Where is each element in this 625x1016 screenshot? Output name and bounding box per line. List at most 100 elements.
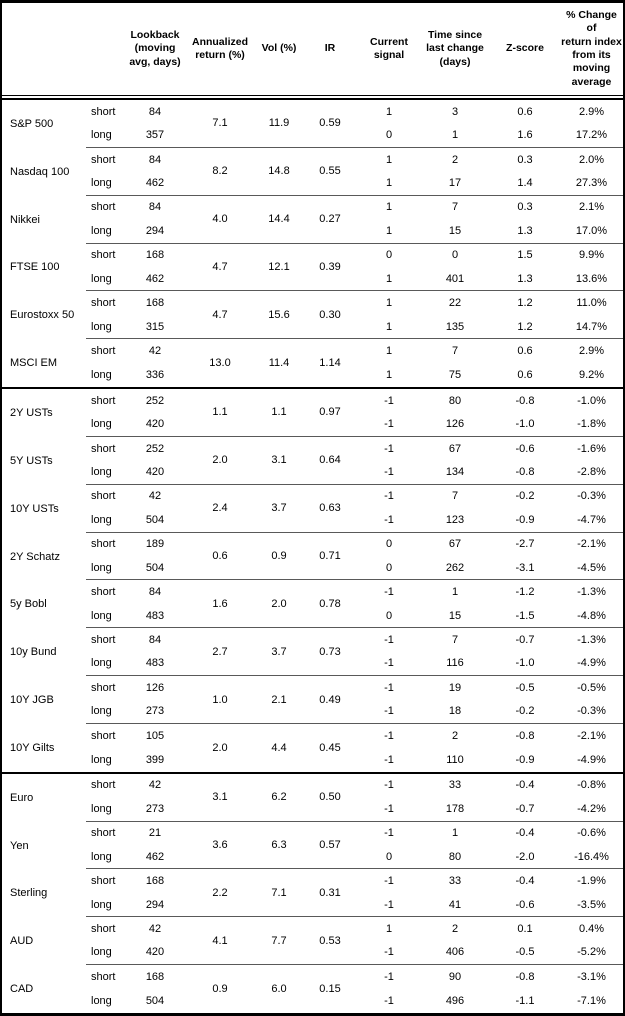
vol-value: 3.7 <box>271 645 287 658</box>
asset-name: AUD <box>10 935 34 948</box>
leg-label-long: long <box>91 418 112 431</box>
asset-name: 10Y JGB <box>10 694 54 707</box>
lookback-value: 84 <box>148 153 162 166</box>
header-z-score: Z-score <box>506 42 544 55</box>
asset-values: short 126 -1 19 -0.5 -0.5% 1.0 2.1 0.49 long 273 -1… <box>86 676 623 724</box>
time-since-value: 401 <box>445 272 465 285</box>
pct-change-value: 2.0% <box>578 153 605 166</box>
z-score-value: -1.1 <box>515 995 535 1008</box>
annualized-return-value: 1.6 <box>212 597 228 610</box>
current-signal-value: -1 <box>384 779 394 792</box>
current-signal-value: -1 <box>384 946 394 959</box>
asset-values: short 84 1 3 0.6 2.9% 7.1 11.9 0.59 long 357 0 1 1.6 1… <box>86 100 623 148</box>
z-score-value: 0.1 <box>517 923 533 936</box>
vol-value: 6.0 <box>271 983 287 996</box>
current-signal-value: 0 <box>385 850 393 863</box>
ir-value: 0.78 <box>319 597 341 610</box>
lookback-value: 42 <box>148 490 162 503</box>
current-signal-value: -1 <box>384 418 394 431</box>
pct-change-value: 14.7% <box>575 320 608 333</box>
lookback-value: 21 <box>148 827 162 840</box>
header-time-since: Time since last change (days) <box>426 28 484 68</box>
table-row-group: 10Y JGB short 126 -1 19 -0.5 -0.5% 1.0 2.1 0.49 lo… <box>2 676 623 724</box>
annualized-return-value: 4.7 <box>212 260 228 273</box>
leg-label-short: short <box>91 633 116 646</box>
pct-change-value: 9.9% <box>578 249 605 262</box>
ir-value: 0.55 <box>319 165 341 178</box>
lookback-value: 42 <box>148 345 162 358</box>
asset-values: short 84 1 7 0.3 2.1% 4.0 14.4 0.27 long 294 1 15 1.3… <box>86 196 623 244</box>
lookback-value: 84 <box>148 633 162 646</box>
time-since-value: 1 <box>451 827 459 840</box>
time-since-value: 110 <box>446 753 464 766</box>
leg-label-short: short <box>91 779 116 792</box>
section-equities: S&P 500 short 84 1 3 0.6 2.9% 7.1 11.9 0.59 long 35… <box>2 100 623 390</box>
pct-change-value: 27.3% <box>575 176 608 189</box>
table-row-group: 2Y USTs short 252 -1 80 -0.8 -1.0% 1.1 1.1 0.97 lo… <box>2 389 623 437</box>
time-since-value: 22 <box>448 297 462 310</box>
z-score-value: -2.7 <box>515 538 535 551</box>
annualized-return-value: 4.0 <box>212 213 228 226</box>
z-score-value: 1.4 <box>517 176 533 189</box>
current-signal-value: 0 <box>385 561 393 574</box>
ir-value: 1.14 <box>319 357 341 370</box>
vol-value: 3.7 <box>271 502 287 515</box>
pct-change-value: -1.9% <box>577 875 606 888</box>
leg-label-long: long <box>91 753 112 766</box>
table-row-group: 5y Bobl short 84 -1 1 -1.2 -1.3% 1.6 2.0 0.78 long… <box>2 580 623 629</box>
pct-change-value: -0.6% <box>577 827 606 840</box>
vol-value: 12.1 <box>268 260 290 273</box>
lookback-value: 105 <box>145 729 165 742</box>
ir-value: 0.73 <box>319 645 341 658</box>
asset-name: MSCI EM <box>10 357 58 370</box>
asset-values: short 168 -1 90 -0.8 -3.1% 0.9 6.0 0.15 long 504 -1… <box>86 965 623 1013</box>
pct-change-value: 11.0% <box>576 297 607 310</box>
header-current-signal: Current signal <box>370 35 408 61</box>
current-signal-value: 1 <box>385 153 393 166</box>
z-score-value: -0.6 <box>515 442 535 455</box>
lookback-value: 462 <box>145 272 165 285</box>
pct-change-value: -1.3% <box>577 586 606 599</box>
time-since-value: 126 <box>445 418 465 431</box>
annualized-return-value: 3.6 <box>212 839 228 852</box>
pct-change-value: -1.3% <box>577 633 606 646</box>
asset-name: 5y Bobl <box>10 598 47 611</box>
z-score-value: -0.5 <box>515 681 535 694</box>
ir-value: 0.31 <box>319 886 341 899</box>
vol-value: 1.1 <box>271 406 287 419</box>
asset-values: short 189 0 67 -2.7 -2.1% 0.6 0.9 0.71 long 504 0 26… <box>86 533 623 581</box>
table-header-row: Lookback (moving avg, days) Annualized r… <box>2 3 623 95</box>
lookback-value: 42 <box>148 779 162 792</box>
current-signal-value: 0 <box>385 609 393 622</box>
asset-values: short 42 1 2 0.1 0.4% 4.1 7.7 0.53 long 420 -1 406 -0… <box>86 917 623 966</box>
asset-values: short 168 1 22 1.2 11.0% 4.7 15.6 0.30 long 315 1 13… <box>86 291 623 340</box>
lookback-value: 84 <box>148 201 162 214</box>
z-score-value: -0.8 <box>515 466 535 479</box>
pct-change-value: -2.1% <box>577 538 606 551</box>
asset-values: short 105 -1 2 -0.8 -2.1% 2.0 4.4 0.45 long 399 -1 1… <box>86 724 623 772</box>
leg-label-short: short <box>91 538 116 551</box>
leg-label-short: short <box>91 923 116 936</box>
leg-label-short: short <box>91 442 116 455</box>
leg-label-long: long <box>91 272 112 285</box>
lookback-value: 168 <box>145 297 165 310</box>
lookback-value: 483 <box>145 609 165 622</box>
current-signal-value: -1 <box>384 753 394 766</box>
asset-values: short 252 -1 67 -0.6 -1.6% 2.0 3.1 0.64 long 420 -1… <box>86 437 623 485</box>
lookback-value: 336 <box>145 369 165 382</box>
lookback-value: 168 <box>145 875 165 888</box>
current-signal-value: 1 <box>385 345 393 358</box>
vol-value: 14.4 <box>268 213 290 226</box>
z-score-value: -0.5 <box>515 946 535 959</box>
ir-value: 0.71 <box>319 550 341 562</box>
leg-label-long: long <box>91 898 112 911</box>
current-signal-value: -1 <box>384 442 394 455</box>
table-row-group: 5Y USTs short 252 -1 67 -0.6 -1.6% 2.0 3.1 0.64 lo… <box>2 437 623 485</box>
time-since-value: 406 <box>445 946 465 959</box>
time-since-value: 18 <box>448 705 462 718</box>
current-signal-value: -1 <box>384 681 394 694</box>
current-signal-value: -1 <box>384 705 394 718</box>
asset-name: FTSE 100 <box>10 261 60 274</box>
leg-label-short: short <box>91 105 116 118</box>
pct-change-value: 0.4% <box>578 923 605 936</box>
